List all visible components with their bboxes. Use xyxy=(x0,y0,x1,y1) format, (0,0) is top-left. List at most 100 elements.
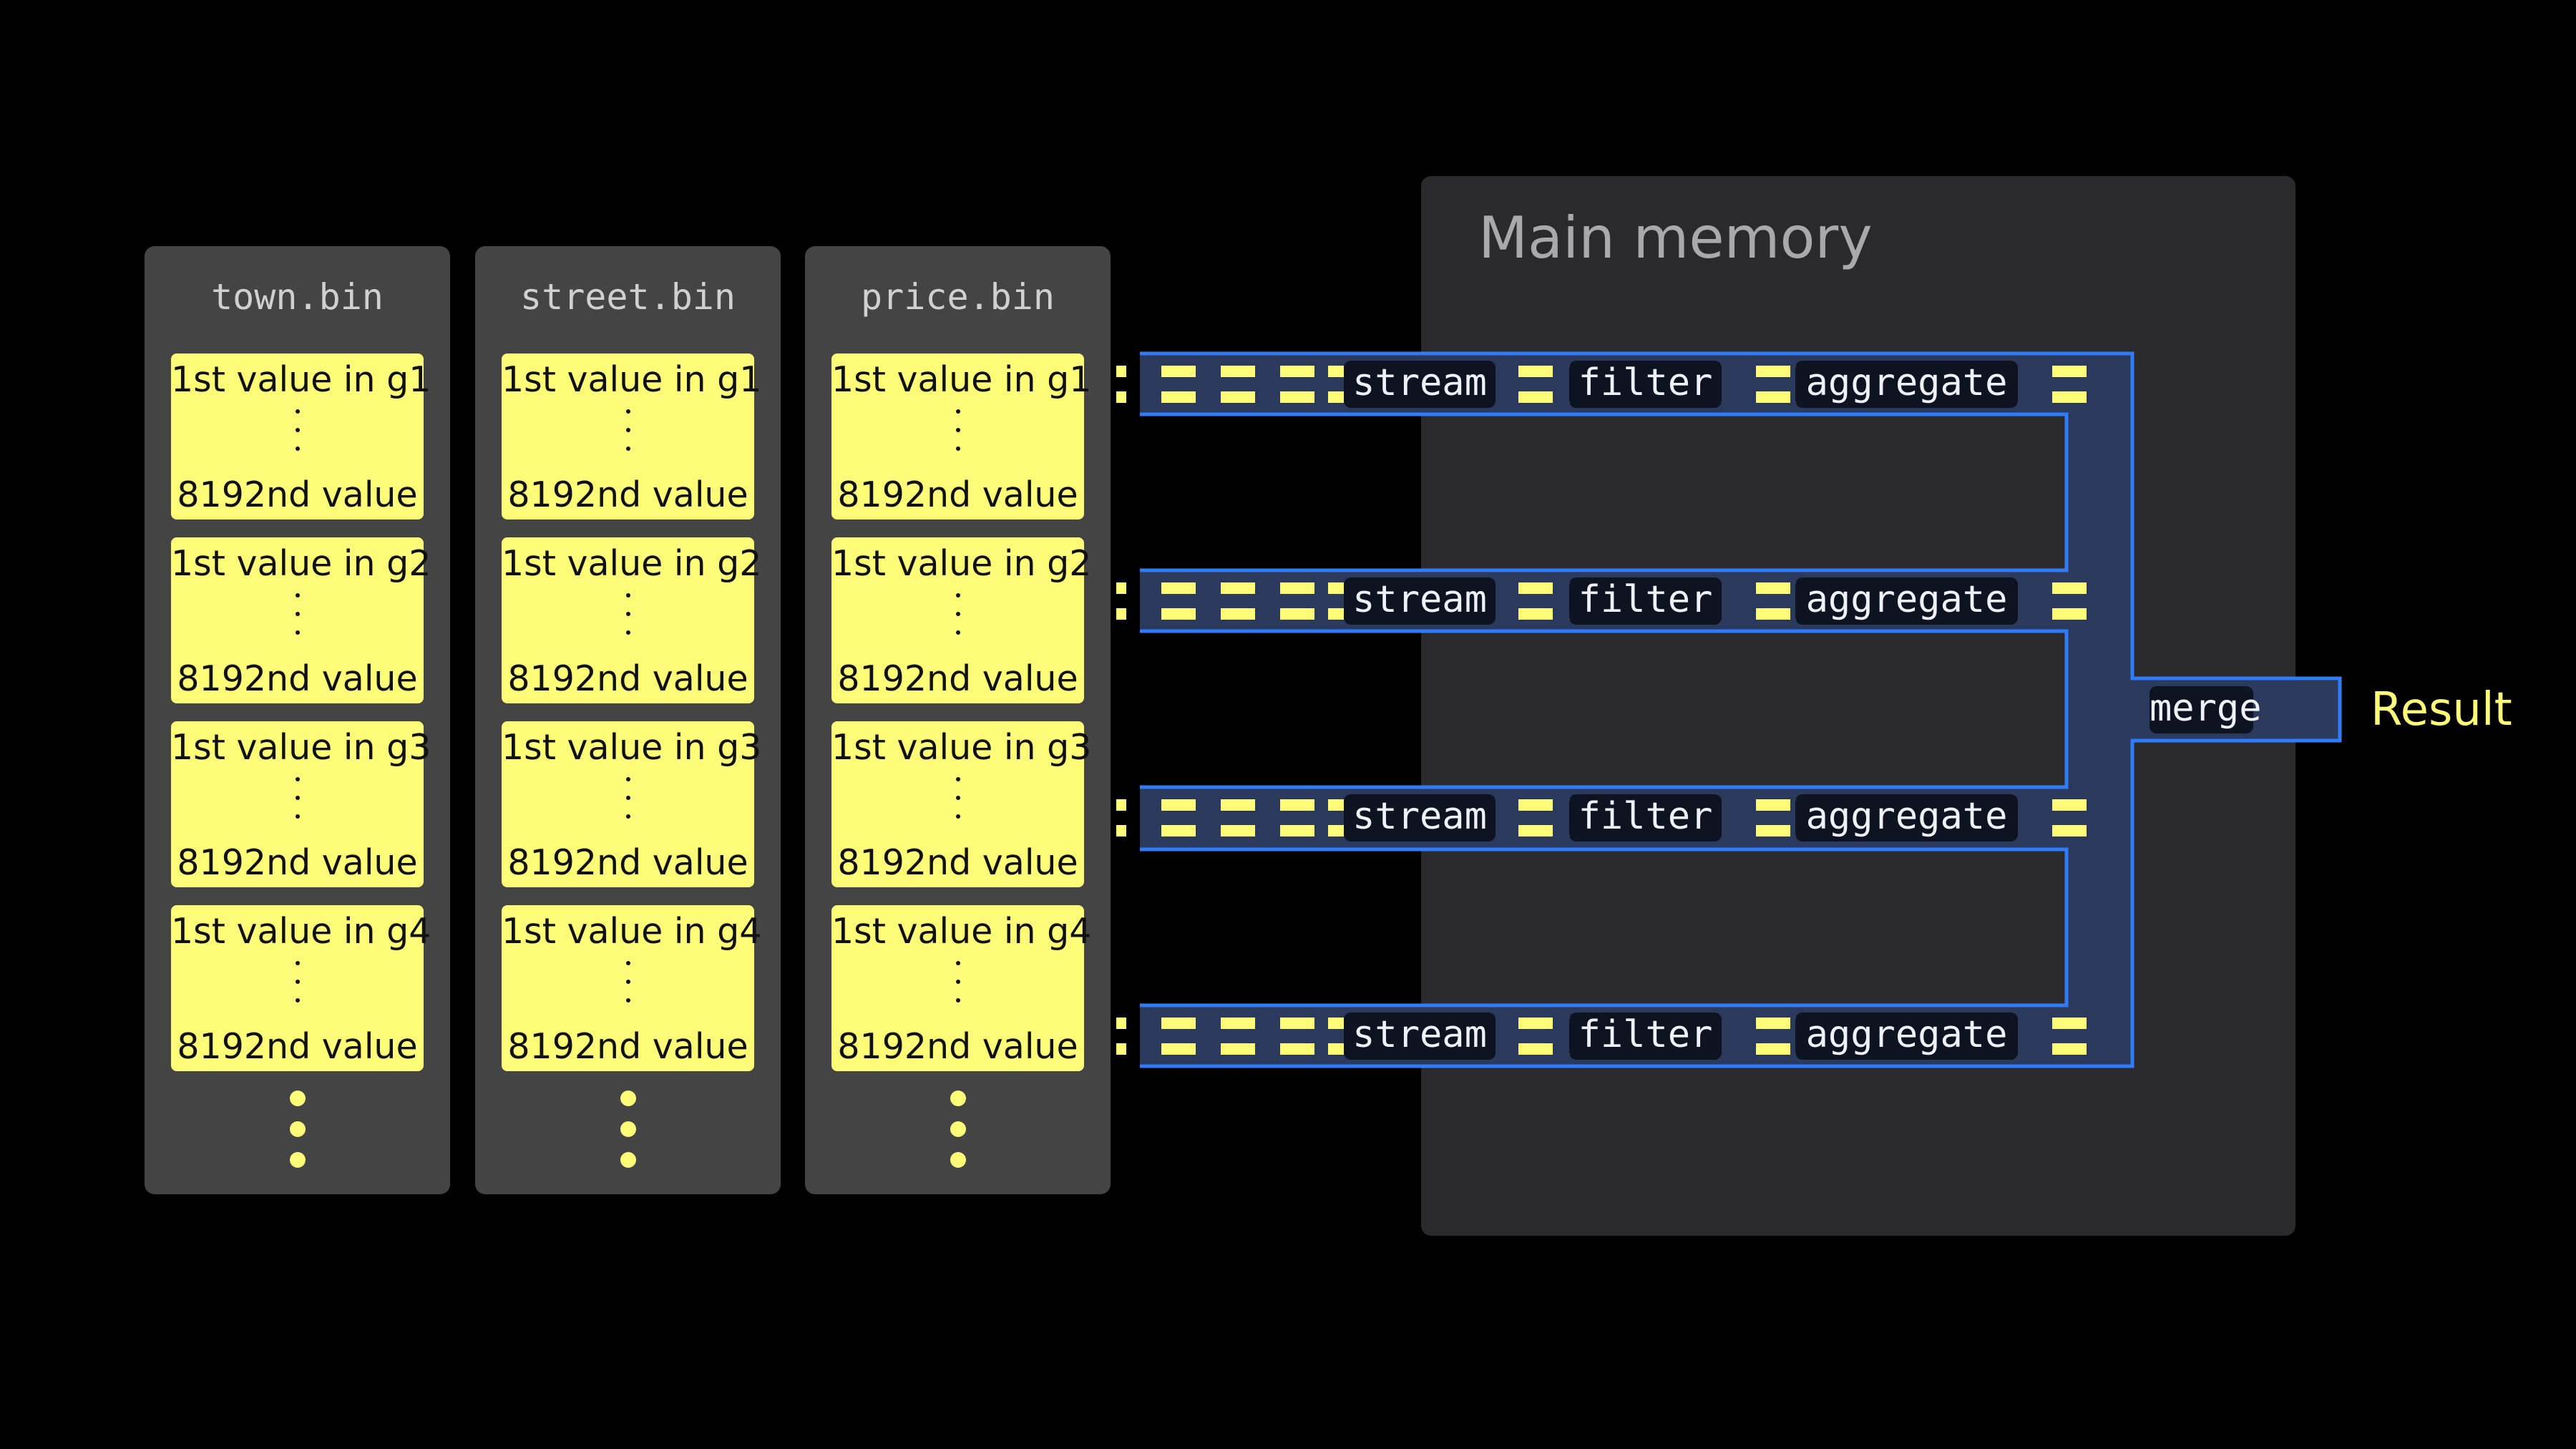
granule-first-value: 1st value in g4 xyxy=(831,911,1092,952)
data-flow-marker xyxy=(1756,799,1790,836)
stage-aggregate: aggregate xyxy=(1795,361,2018,408)
data-flow-marker xyxy=(1161,1018,1196,1055)
vertical-ellipsis xyxy=(955,777,960,833)
dot xyxy=(625,814,630,819)
result-label: Result xyxy=(2371,683,2512,736)
dot xyxy=(955,593,960,597)
granule-first-value: 1st value in g1 xyxy=(502,359,762,400)
granule-cell: 1st value in g4 8192nd value xyxy=(502,905,761,1071)
pipeline-fill xyxy=(1140,353,2340,1066)
data-flow-marker xyxy=(1116,366,1126,403)
data-flow-marker xyxy=(2052,1018,2087,1055)
dot xyxy=(955,630,960,635)
dot xyxy=(955,980,960,984)
granule-cell: 1st value in g1 8192nd value xyxy=(171,353,431,519)
granule-last-value: 8192nd value xyxy=(507,1026,748,1067)
data-flow-marker xyxy=(1328,1018,1344,1055)
more-granules-ellipsis xyxy=(620,1091,636,1183)
data-flow-marker xyxy=(1221,366,1255,403)
granule-first-value: 1st value in g3 xyxy=(831,727,1092,768)
dot xyxy=(289,1121,306,1137)
dot xyxy=(620,1121,636,1137)
granule-last-value: 8192nd value xyxy=(177,474,418,515)
granule-first-value: 1st value in g3 xyxy=(171,727,431,768)
data-flow-marker xyxy=(1280,582,1314,620)
dot xyxy=(625,593,630,597)
dot xyxy=(295,796,300,800)
dot xyxy=(955,796,960,800)
data-flow-marker xyxy=(1161,582,1196,620)
granule-cell: 1st value in g2 8192nd value xyxy=(502,537,762,703)
vertical-ellipsis xyxy=(955,409,960,465)
vertical-ellipsis xyxy=(625,777,630,833)
dot xyxy=(625,961,630,965)
data-flow-marker xyxy=(2052,582,2087,620)
dot xyxy=(955,961,960,965)
granule-cell: 1st value in g2 8192nd value xyxy=(831,537,1092,703)
vertical-ellipsis xyxy=(295,409,300,465)
data-flow-marker xyxy=(1756,1018,1790,1055)
dot xyxy=(625,447,630,451)
dot xyxy=(625,409,630,414)
dot xyxy=(620,1152,636,1168)
stage-filter: filter xyxy=(1569,361,1722,408)
stage-filter: filter xyxy=(1569,794,1722,841)
file-panel: street.bin 1st value in g1 8192nd value 1st… xyxy=(475,246,781,1194)
dot xyxy=(625,777,630,781)
stage-stream: stream xyxy=(1344,361,1496,408)
granule-cell: 1st value in g2 8192nd value xyxy=(171,537,431,703)
granule-last-value: 8192nd value xyxy=(507,658,748,699)
dot xyxy=(950,1152,966,1168)
dot xyxy=(955,612,960,616)
dot xyxy=(295,777,300,781)
dot xyxy=(950,1091,966,1106)
main-memory-title: Main memory xyxy=(1478,205,1873,271)
granule-last-value: 8192nd value xyxy=(837,1026,1078,1067)
dot xyxy=(295,428,300,432)
data-flow-marker xyxy=(1328,366,1344,403)
data-flow-marker xyxy=(1518,1018,1553,1055)
dot xyxy=(625,796,630,800)
dot xyxy=(295,630,300,635)
granule-first-value: 1st value in g1 xyxy=(831,359,1092,400)
dot xyxy=(955,428,960,432)
dot xyxy=(295,998,300,1002)
file-name: town.bin xyxy=(211,276,384,318)
granule-cell: 1st value in g1 8192nd value xyxy=(831,353,1092,519)
file-name: street.bin xyxy=(519,276,736,318)
granule-last-value: 8192nd value xyxy=(177,1026,418,1067)
dot xyxy=(625,428,630,432)
granule-last-value: 8192nd value xyxy=(507,474,748,515)
data-flow-marker xyxy=(1280,366,1314,403)
more-granules-ellipsis xyxy=(289,1091,306,1183)
dot xyxy=(295,961,300,965)
data-flow-marker xyxy=(1116,582,1126,620)
merge-stage: merge xyxy=(2150,686,2262,733)
data-flow-marker xyxy=(1280,799,1314,836)
stage-aggregate: aggregate xyxy=(1795,577,2018,625)
dot xyxy=(955,409,960,414)
granule-first-value: 1st value in g3 xyxy=(502,727,762,768)
vertical-ellipsis xyxy=(955,593,960,649)
granule-cell: 1st value in g4 8192nd value xyxy=(831,905,1092,1071)
granule-cell: 1st value in g1 8192nd value xyxy=(502,353,762,519)
dot xyxy=(625,612,630,616)
granule-first-value: 1st value in g2 xyxy=(502,543,762,584)
granule-first-value: 1st value in g4 xyxy=(171,911,431,952)
granule-first-value: 1st value in g2 xyxy=(831,543,1092,584)
dot xyxy=(625,630,630,635)
file-panel: town.bin 1st value in g1 8192nd value 1st v… xyxy=(145,246,450,1194)
granule-cell: 1st value in g3 8192nd value xyxy=(831,721,1092,887)
granule-last-value: 8192nd value xyxy=(837,658,1078,699)
dot xyxy=(295,447,300,451)
granule-cell: 1st value in g4 8192nd value xyxy=(171,905,431,1071)
vertical-ellipsis xyxy=(625,409,630,465)
pipeline-outline xyxy=(1140,351,2342,1068)
data-flow-marker xyxy=(1116,1018,1126,1055)
data-flow-marker xyxy=(1756,366,1790,403)
dot xyxy=(295,593,300,597)
granule-last-value: 8192nd value xyxy=(837,474,1078,515)
data-flow-marker xyxy=(2052,366,2087,403)
data-flow-marker xyxy=(1161,799,1196,836)
